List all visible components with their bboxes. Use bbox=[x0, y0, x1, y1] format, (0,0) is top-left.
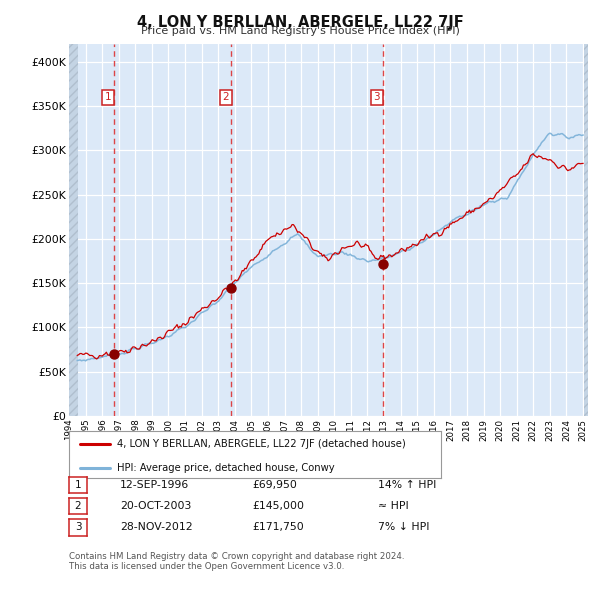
Text: 20-OCT-2003: 20-OCT-2003 bbox=[120, 502, 191, 511]
Text: 3: 3 bbox=[74, 523, 82, 532]
Text: £171,750: £171,750 bbox=[252, 523, 304, 532]
Text: This data is licensed under the Open Government Licence v3.0.: This data is licensed under the Open Gov… bbox=[69, 562, 344, 571]
Text: HPI: Average price, detached house, Conwy: HPI: Average price, detached house, Conw… bbox=[118, 463, 335, 473]
Text: 1: 1 bbox=[74, 480, 82, 490]
Text: 12-SEP-1996: 12-SEP-1996 bbox=[120, 480, 189, 490]
Text: ≈ HPI: ≈ HPI bbox=[378, 502, 409, 511]
Text: 28-NOV-2012: 28-NOV-2012 bbox=[120, 523, 193, 532]
Text: Contains HM Land Registry data © Crown copyright and database right 2024.: Contains HM Land Registry data © Crown c… bbox=[69, 552, 404, 561]
Text: Price paid vs. HM Land Registry's House Price Index (HPI): Price paid vs. HM Land Registry's House … bbox=[140, 26, 460, 36]
Text: £69,950: £69,950 bbox=[252, 480, 297, 490]
Text: 4, LON Y BERLLAN, ABERGELE, LL22 7JF: 4, LON Y BERLLAN, ABERGELE, LL22 7JF bbox=[137, 15, 463, 30]
Text: 1: 1 bbox=[105, 93, 112, 102]
Text: £145,000: £145,000 bbox=[252, 502, 304, 511]
Text: 3: 3 bbox=[373, 93, 380, 102]
Text: 2: 2 bbox=[223, 93, 229, 102]
Text: 2: 2 bbox=[74, 502, 82, 511]
Text: 14% ↑ HPI: 14% ↑ HPI bbox=[378, 480, 436, 490]
Text: 7% ↓ HPI: 7% ↓ HPI bbox=[378, 523, 430, 532]
Text: 4, LON Y BERLLAN, ABERGELE, LL22 7JF (detached house): 4, LON Y BERLLAN, ABERGELE, LL22 7JF (de… bbox=[118, 439, 406, 449]
